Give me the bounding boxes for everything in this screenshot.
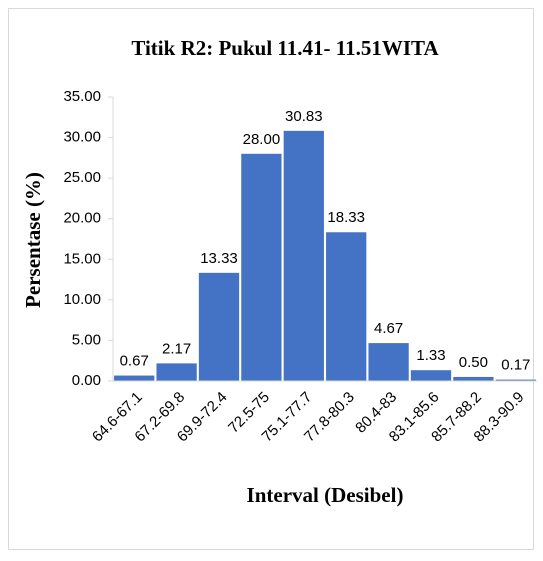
bar — [410, 370, 452, 381]
bar — [198, 272, 240, 381]
y-tick-label: 25.00 — [63, 169, 101, 186]
bar — [156, 363, 197, 381]
chart-title: Titik R2: Pukul 11.41- 11.51WITA — [131, 36, 439, 60]
y-tick-label: 5.00 — [72, 331, 101, 348]
data-label: 30.83 — [285, 108, 323, 125]
data-label: 13.33 — [200, 250, 238, 267]
data-label: 4.67 — [374, 320, 403, 337]
bar — [114, 375, 155, 381]
data-label: 2.17 — [162, 340, 191, 357]
y-axis-label: Persentase (%) — [21, 172, 45, 308]
y-tick-label: 30.00 — [63, 129, 101, 146]
bar — [495, 379, 536, 381]
data-label: 28.00 — [243, 131, 281, 148]
y-tick-label: 20.00 — [63, 210, 101, 227]
bar — [326, 232, 367, 381]
bar — [283, 130, 324, 381]
data-label: 18.33 — [327, 209, 365, 226]
bar — [368, 343, 409, 381]
data-label: 0.50 — [459, 354, 488, 371]
data-label: 1.33 — [416, 347, 445, 364]
x-axis-label: Interval (Desibel) — [247, 483, 404, 507]
y-tick-label: 10.00 — [63, 291, 101, 308]
bar — [453, 376, 494, 381]
y-tick-label: 0.00 — [72, 372, 101, 389]
chart-border — [8, 8, 534, 550]
bar — [241, 153, 282, 381]
y-tick-label: 35.00 — [63, 88, 101, 105]
data-label: 0.17 — [501, 357, 530, 374]
y-tick-label: 15.00 — [63, 250, 101, 267]
data-label: 0.67 — [120, 353, 149, 370]
